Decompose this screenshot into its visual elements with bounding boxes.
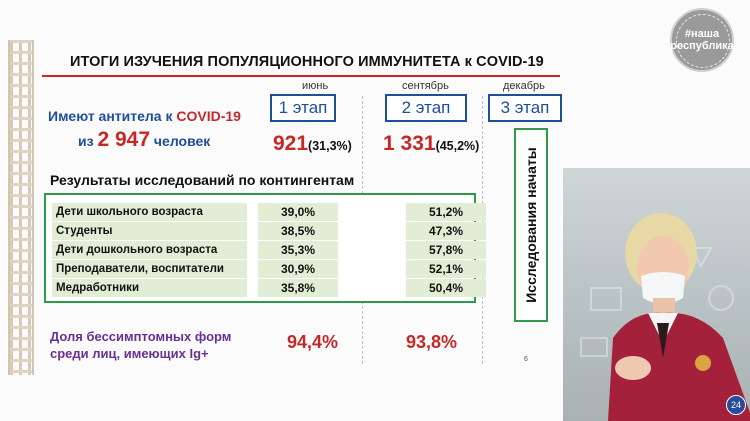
table-row: Студенты xyxy=(52,222,247,240)
stage-1-cell: 30,9% xyxy=(258,260,338,278)
channel-badge-icon: 24 xyxy=(726,395,746,415)
antibodies-total: 2 947 xyxy=(97,128,151,151)
stage-2-positive: 1 331(45,2%) xyxy=(383,132,480,155)
stage-3-status: Исследования начаты xyxy=(523,147,539,303)
asymptomatic-share-stage-1: 94,4% xyxy=(287,332,339,352)
stage-2-cell: 51,2% xyxy=(406,203,486,221)
slide-number: 6 xyxy=(524,356,528,363)
results-title: Результаты исследований по контингентам xyxy=(50,172,355,188)
speaker-video-inset: 24 xyxy=(563,168,750,421)
antibodies-label: Имеют антитела к COVID-19 xyxy=(48,108,241,124)
table-row: Медработники xyxy=(52,279,247,297)
month-september: сентябрь xyxy=(402,80,449,92)
stage-3-box: 3 этап xyxy=(488,94,562,122)
stage-1-cell: 39,0% xyxy=(258,203,338,221)
stage-1-cell: 35,3% xyxy=(258,241,338,259)
asymptomatic-share-stage-2: 93,8% xyxy=(406,332,458,352)
stage-2-box: 2 этап xyxy=(385,94,467,122)
stage-2-cell: 50,4% xyxy=(406,279,486,297)
contingents-table: Дети школьного возраста 39,0% 51,2% Студ… xyxy=(44,193,486,303)
stage-2-cell: 52,1% xyxy=(406,260,486,278)
antibodies-total-label: из 2 947 человек xyxy=(78,128,211,151)
decorative-chain-border xyxy=(8,40,34,375)
slide-title: ИТОГИ ИЗУЧЕНИЯ ПОПУЛЯЦИОННОГО ИММУНИТЕТА… xyxy=(70,54,544,70)
stage-1-positive: 921(31,3%) xyxy=(273,132,352,155)
stage-3-status-box xyxy=(514,128,548,322)
table-row: Преподаватели, воспитатели xyxy=(52,260,247,278)
stage-2-cell: 47,3% xyxy=(406,222,486,240)
table-row: Дети школьного возраста xyxy=(52,203,247,221)
stage-1-cell: 35,8% xyxy=(258,279,338,297)
stage-2-cell: 57,8% xyxy=(406,241,486,259)
month-december: декабрь xyxy=(503,80,545,92)
stage-1-cell: 38,5% xyxy=(258,222,338,240)
speaker-figure xyxy=(608,213,750,421)
asymptomatic-share-label: Доля бессимптомных форм среди лиц, имеющ… xyxy=(50,329,232,361)
channel-logo: #наша республика xyxy=(670,8,734,72)
table-row: Дети дошкольного возраста xyxy=(52,241,247,259)
month-june: июнь xyxy=(302,80,329,92)
title-underline xyxy=(42,75,560,77)
stage-1-box: 1 этап xyxy=(270,94,336,122)
